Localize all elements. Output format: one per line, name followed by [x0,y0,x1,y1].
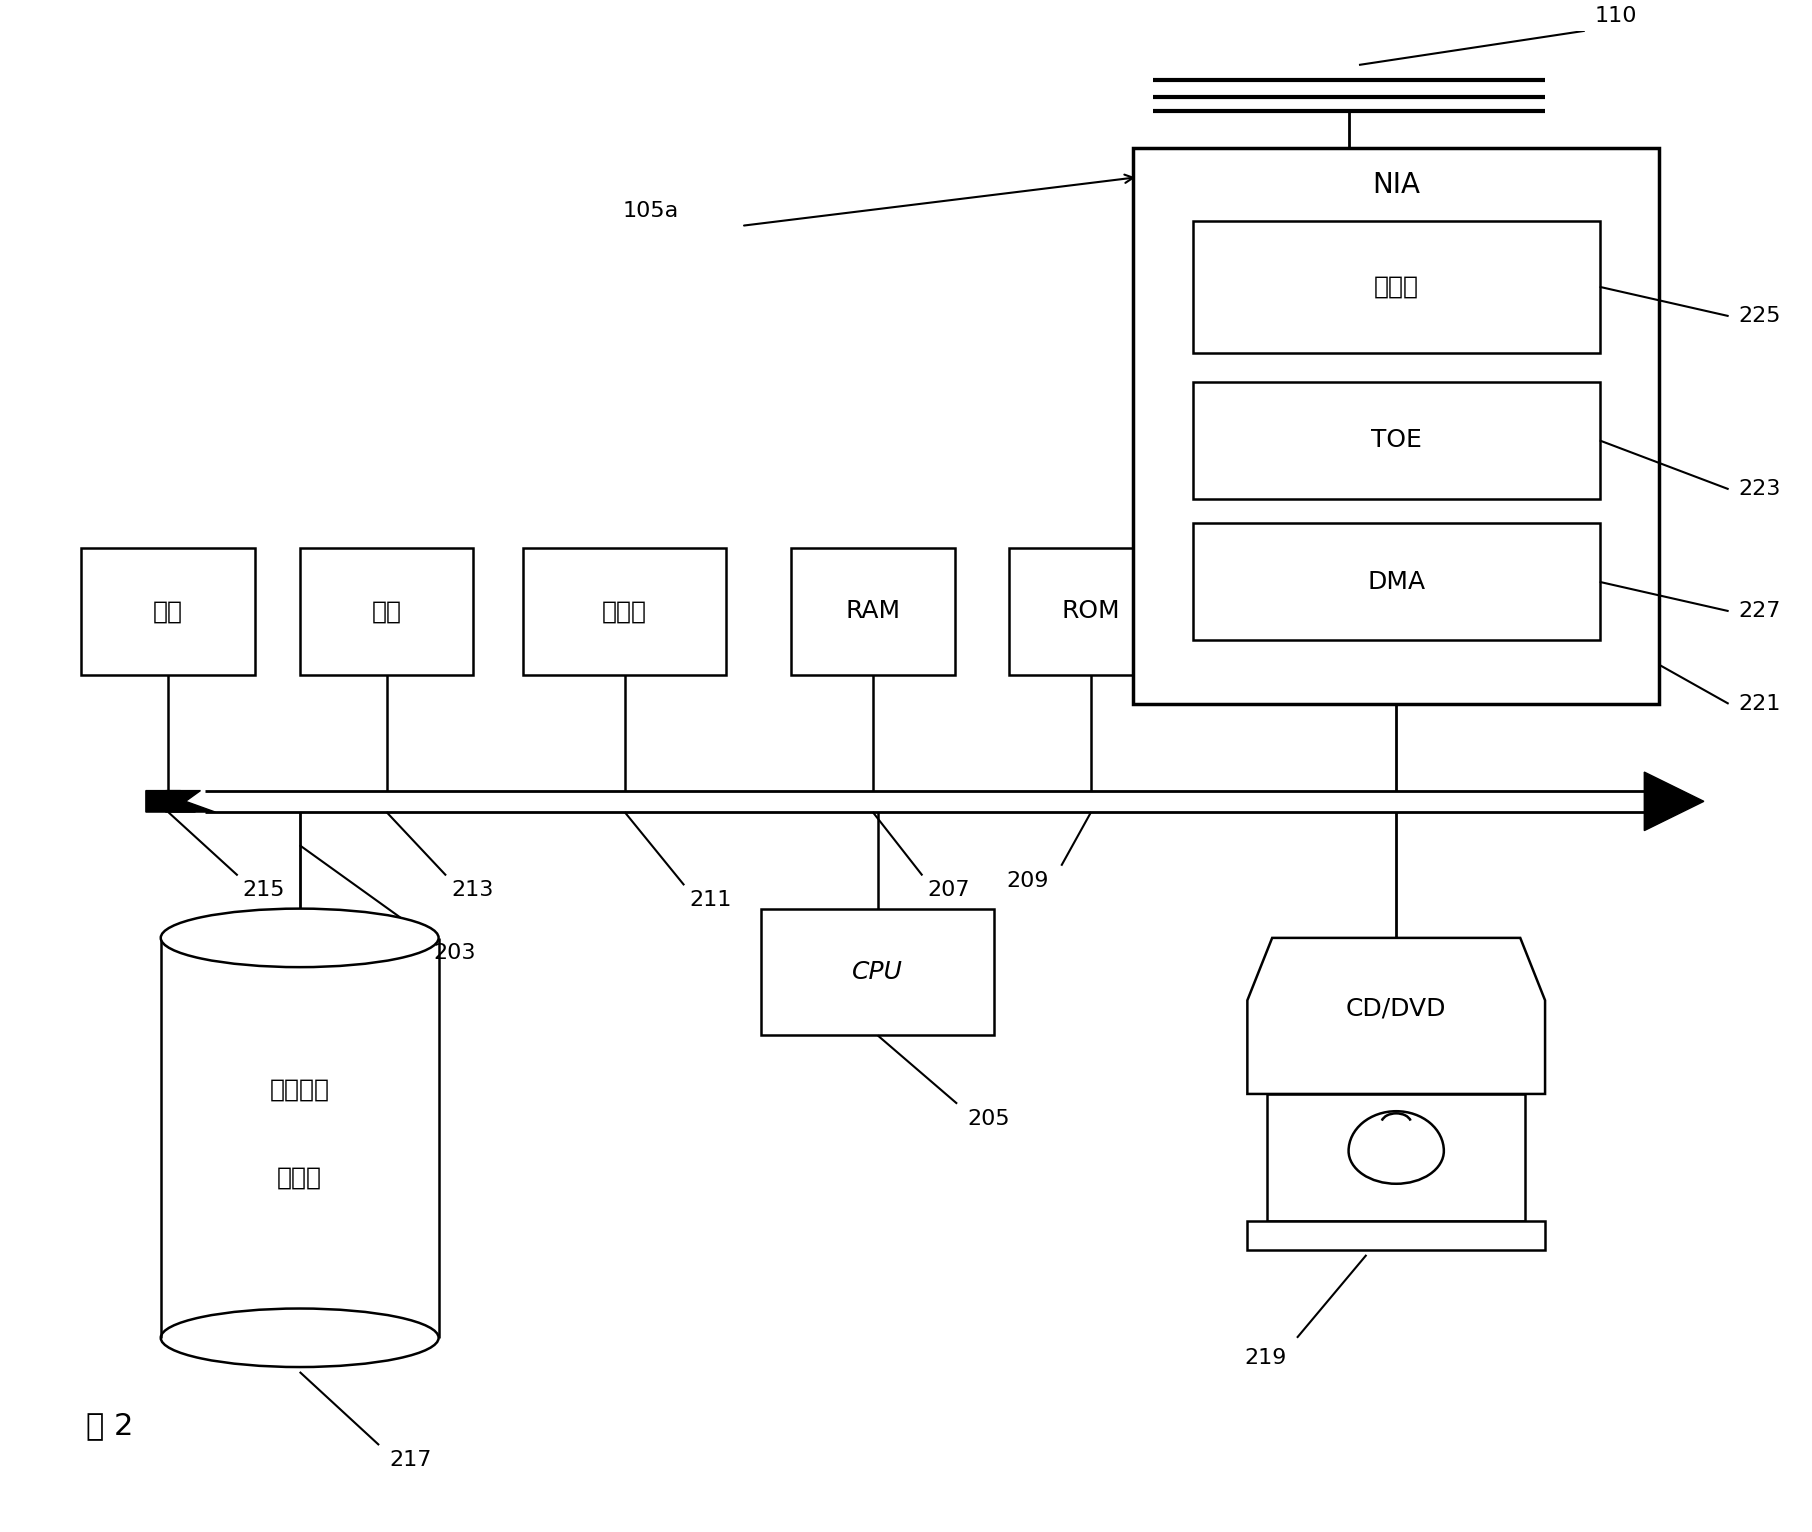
Bar [1009,548,1172,674]
Polygon shape [147,791,196,812]
Text: 显示器: 显示器 [602,599,647,624]
Bar [299,548,473,674]
Bar [1267,1094,1526,1221]
Ellipse shape [161,1308,439,1367]
Bar [1192,221,1600,352]
Bar [1192,524,1600,640]
Polygon shape [1247,938,1546,1094]
Text: RAM: RAM [844,599,901,624]
Text: 110: 110 [1595,6,1638,26]
Text: 209: 209 [1007,870,1049,890]
Text: 219: 219 [1245,1348,1287,1368]
Bar [524,548,727,674]
Text: 221: 221 [1738,694,1781,714]
Bar [161,938,439,1337]
Text: 215: 215 [243,881,284,901]
Bar [761,908,995,1036]
Text: 处理器: 处理器 [1373,274,1419,299]
Ellipse shape [161,908,439,967]
Bar [82,548,255,674]
Text: 105a: 105a [622,201,678,221]
Text: ROM: ROM [1062,599,1120,624]
Polygon shape [165,791,216,812]
Bar [1192,381,1600,499]
Text: 207: 207 [928,881,969,901]
Bar [790,548,955,674]
Text: 驱动器: 驱动器 [277,1166,323,1190]
Text: NIA: NIA [1372,172,1421,199]
Bar [1132,149,1660,703]
Text: 227: 227 [1738,601,1781,620]
Text: CD/DVD: CD/DVD [1346,996,1446,1020]
Text: 本地硬盘: 本地硬盘 [270,1079,330,1102]
Text: DMA: DMA [1366,570,1426,594]
Bar [1247,1221,1546,1250]
Text: 图 2: 图 2 [87,1411,134,1440]
Text: 211: 211 [689,890,732,910]
Text: 205: 205 [968,1109,1009,1129]
Text: 鼠标: 鼠标 [154,599,183,624]
Text: 213: 213 [451,881,493,901]
Text: CPU: CPU [852,961,902,984]
Text: 203: 203 [433,942,477,962]
Text: TOE: TOE [1370,429,1422,452]
Text: 键盘: 键盘 [371,599,402,624]
Text: 217: 217 [390,1449,431,1469]
Text: 225: 225 [1738,306,1781,326]
Polygon shape [1643,772,1703,830]
Text: 223: 223 [1738,480,1781,499]
